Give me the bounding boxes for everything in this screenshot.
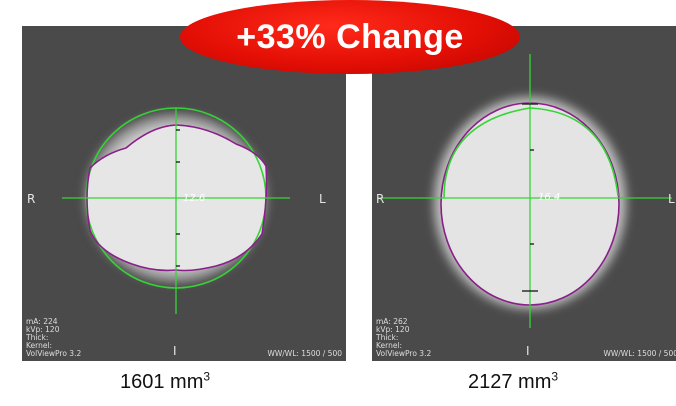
volume-before-value: 1601 mm	[120, 371, 204, 393]
scan-kvp: kVp: 120	[26, 325, 60, 334]
scan-kernel: Kernel:	[376, 341, 403, 350]
diameter-measurement: 12.6	[183, 193, 206, 204]
scan-kernel: Kernel:	[26, 341, 53, 350]
window-level: WW/WL: 1500 / 500	[603, 349, 676, 358]
scan-thick: Thick:	[376, 333, 399, 342]
orientation-left-label: L	[668, 192, 675, 206]
volume-before-exponent: 3	[203, 369, 211, 384]
orientation-inferior-label: I	[526, 344, 530, 358]
scan-software: VolViewPro 3.2	[26, 349, 82, 358]
volume-after-value: 2127 mm	[468, 371, 552, 393]
orientation-left-label: L	[319, 192, 326, 206]
orientation-inferior-label: I	[173, 344, 177, 358]
segmentation-outline	[86, 124, 268, 272]
ct-scan-after	[378, 54, 672, 328]
orientation-right-label: R	[27, 192, 36, 206]
scan-software: VolViewPro 3.2	[376, 349, 432, 358]
ct-scan-before	[62, 107, 290, 314]
volume-before: 1601 mm3	[120, 369, 211, 394]
change-badge-text: +33% Change	[236, 17, 464, 56]
scan-info: mA: 224 kVp: 120 Thick: Kernel: VolViewP…	[26, 318, 81, 358]
ct-panel-after: R L I 16.4 mA: 262 kVp: 120 Thick: Kerne…	[372, 26, 676, 361]
scan-kvp: kVp: 120	[376, 325, 410, 334]
scan-ma: mA: 262	[376, 317, 408, 326]
volume-after-exponent: 3	[551, 369, 559, 384]
ct-panel-before: R L I 12.6 mA: 224 kVp: 120 Thick: Kerne…	[22, 26, 346, 361]
scan-thick: Thick:	[26, 333, 49, 342]
scan-ma: mA: 224	[26, 317, 58, 326]
diameter-measurement: 16.4	[538, 192, 561, 203]
volume-after: 2127 mm3	[468, 369, 559, 394]
scan-info: mA: 262 kVp: 120 Thick: Kernel: VolViewP…	[376, 318, 431, 358]
orientation-right-label: R	[376, 192, 385, 206]
ruler-ticks	[176, 129, 180, 267]
change-badge: +33% Change	[180, 0, 520, 74]
window-level: WW/WL: 1500 / 500	[267, 349, 342, 358]
ruler-ticks	[522, 103, 538, 292]
